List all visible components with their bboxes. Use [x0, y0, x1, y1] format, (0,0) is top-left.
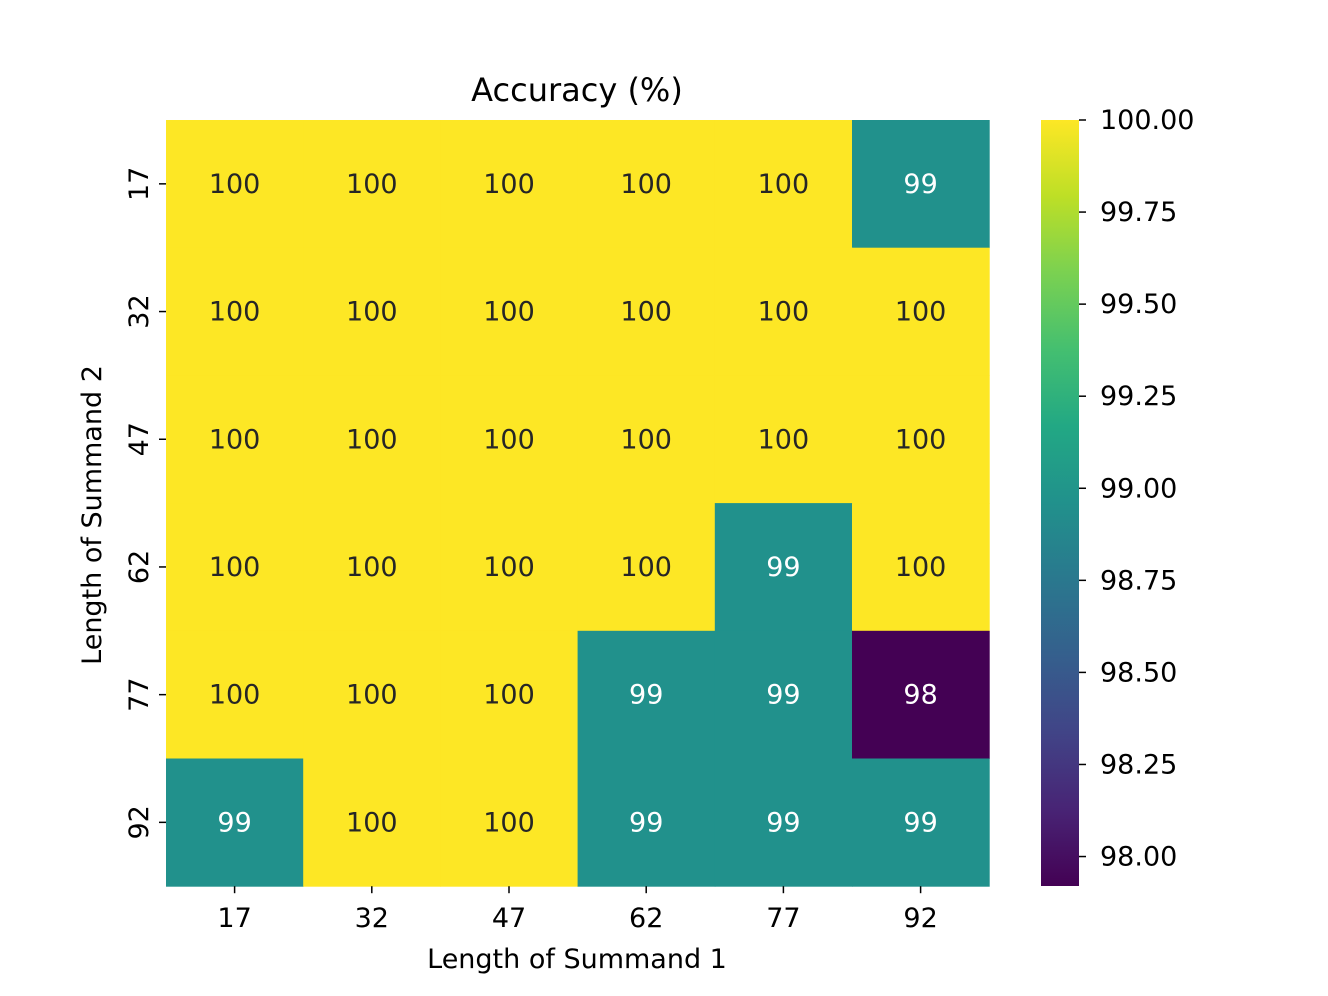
cell-value-label: 100: [346, 807, 398, 838]
cell-value-label: 100: [209, 552, 261, 583]
colorbar-tick-label: 99.25: [1100, 381, 1177, 412]
cell-value-label: 100: [209, 297, 261, 328]
cell-value-label: 100: [895, 297, 947, 328]
x-tick-label: 17: [217, 903, 251, 934]
cell-value-label: 99: [766, 552, 800, 583]
cell-value-label: 100: [483, 552, 535, 583]
cell-value-label: 100: [346, 424, 398, 455]
chart-title: Accuracy (%): [471, 71, 683, 109]
cell-value-label: 100: [620, 552, 672, 583]
cell-value-label: 100: [895, 424, 947, 455]
x-tick-label: 62: [629, 903, 663, 934]
y-tick-label: 17: [124, 167, 155, 201]
colorbar-tick-label: 99.75: [1100, 197, 1177, 228]
y-axis-label: Length of Summand 2: [77, 365, 108, 665]
colorbar-tick-label: 98.00: [1100, 842, 1177, 873]
cell-value-label: 98: [903, 680, 937, 711]
y-tick-label: 32: [124, 294, 155, 328]
cell-value-label: 100: [483, 297, 535, 328]
cell-value-label: 100: [209, 424, 261, 455]
cell-value-label: 99: [217, 807, 251, 838]
colorbar-tick-label: 99.00: [1100, 473, 1177, 504]
colorbar: 98.00 98.25 98.50 98.75 99.00 99.25 99.50 99.75…: [1041, 105, 1194, 886]
y-axis: 17 32 47 62 77 92: [124, 167, 166, 840]
cell-value-label: 100: [483, 680, 535, 711]
cell-value-label: 100: [346, 680, 398, 711]
cell-value-label: 100: [346, 552, 398, 583]
colorbar-tick-label: 98.50: [1100, 657, 1177, 688]
cell-value-label: 99: [629, 680, 663, 711]
cell-value-label: 100: [483, 807, 535, 838]
x-tick-label: 77: [766, 903, 800, 934]
x-axis: 17 32 47 62 77 92: [217, 886, 937, 934]
cell-value-label: 100: [620, 297, 672, 328]
y-tick-label: 62: [124, 550, 155, 584]
y-tick-label: 92: [124, 805, 155, 839]
cell-value-label: 99: [903, 169, 937, 200]
cell-value-label: 99: [766, 680, 800, 711]
colorbar-tick-label: 98.75: [1100, 565, 1177, 596]
colorbar-tick-label: 100.00: [1100, 105, 1194, 136]
cell-value-label: 100: [758, 297, 810, 328]
cell-value-label: 100: [209, 169, 261, 200]
cell-value-label: 100: [758, 424, 810, 455]
x-axis-label: Length of Summand 1: [427, 944, 727, 975]
y-tick-label: 47: [124, 422, 155, 456]
cell-value-label: 100: [483, 169, 535, 200]
x-tick-label: 32: [355, 903, 389, 934]
cell-value-label: 100: [346, 169, 398, 200]
colorbar-tick-label: 98.25: [1100, 749, 1177, 780]
cell-value-label: 100: [758, 169, 810, 200]
x-tick-label: 47: [492, 903, 526, 934]
colorbar-ticks: 98.00 98.25 98.50 98.75 99.00 99.25 99.50 99.75…: [1079, 105, 1194, 873]
cell-value-label: 100: [209, 680, 261, 711]
cell-value-label: 99: [903, 807, 937, 838]
cell-value-label: 100: [620, 424, 672, 455]
cell-value-label: 100: [346, 297, 398, 328]
y-tick-label: 77: [124, 677, 155, 711]
cell-value-label: 100: [483, 424, 535, 455]
colorbar-tick-label: 99.50: [1100, 289, 1177, 320]
heatmap-cells: 100 100 100 100 100 99 100 100 100 100 100 100 100 10…: [166, 120, 990, 887]
colorbar-gradient: [1041, 120, 1079, 886]
cell-value-label: 100: [620, 169, 672, 200]
cell-value-label: 99: [766, 807, 800, 838]
cell-value-label: 99: [629, 807, 663, 838]
x-tick-label: 92: [903, 903, 937, 934]
cell-value-label: 100: [895, 552, 947, 583]
